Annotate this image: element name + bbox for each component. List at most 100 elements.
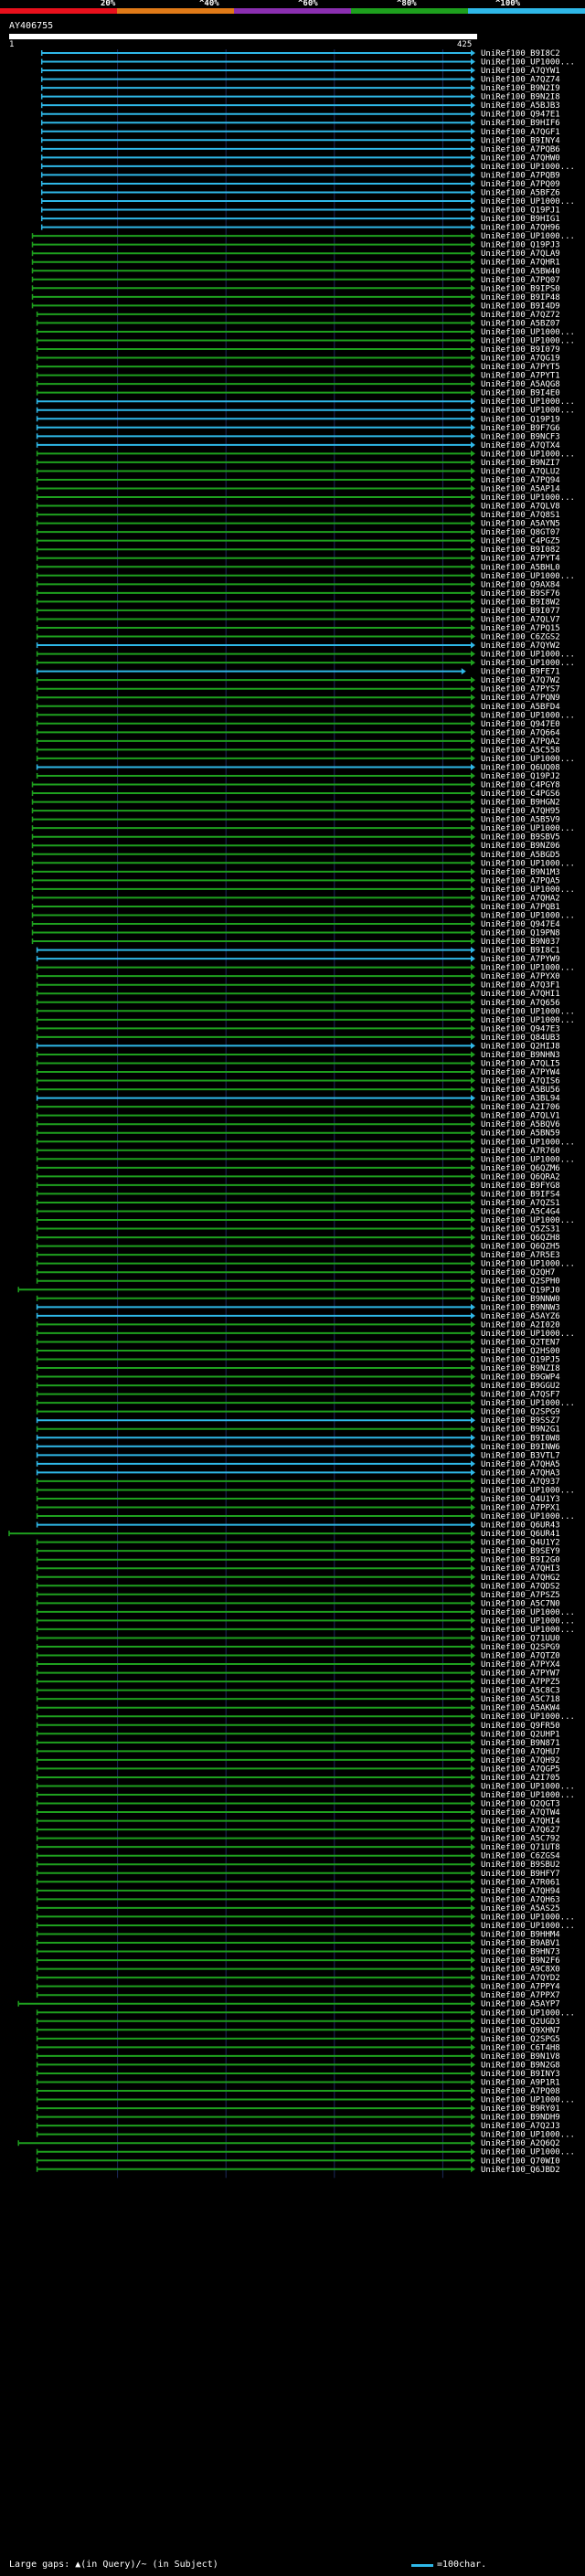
hit-label[interactable]: UniRef100_C6T4H8 <box>481 2043 560 2052</box>
hit-label[interactable]: UniRef100_UP1000... <box>481 1922 575 1931</box>
hit-label[interactable]: UniRef100_A7QHG2 <box>481 1574 560 1583</box>
hit-label[interactable]: UniRef100_UP1000... <box>481 398 575 407</box>
hit-label[interactable]: UniRef100_A5AYZ6 <box>481 1312 560 1321</box>
hit-label[interactable]: UniRef100_B9I8W2 <box>481 598 560 607</box>
hit-label[interactable]: UniRef100_A7PQB9 <box>481 171 560 180</box>
hit-label[interactable]: UniRef100_A7QHW0 <box>481 154 560 163</box>
hit-label[interactable]: UniRef100_A7PSZ5 <box>481 1591 560 1600</box>
hit-label[interactable]: UniRef100_Q19PJ0 <box>481 1286 560 1295</box>
hit-label[interactable]: UniRef100_UP1000... <box>481 2148 575 2157</box>
hit-label[interactable]: UniRef100_A5C7N0 <box>481 1599 560 1608</box>
hit-label[interactable]: UniRef100_A5BZ07 <box>481 319 560 328</box>
hit-label[interactable]: UniRef100_A7PYX4 <box>481 1660 560 1670</box>
hit-label[interactable]: UniRef100_A7Q664 <box>481 728 560 737</box>
hit-label[interactable]: UniRef100_Q2SPG5 <box>481 2035 560 2044</box>
hit-label[interactable]: UniRef100_A7QSF7 <box>481 1391 560 1400</box>
hit-label[interactable]: UniRef100_UP1000... <box>481 572 575 581</box>
hit-label[interactable]: UniRef100_A7QTX4 <box>481 441 560 451</box>
hit-label[interactable]: UniRef100_A2I020 <box>481 1320 560 1330</box>
hit-label[interactable]: UniRef100_B9N871 <box>481 1739 560 1748</box>
hit-label[interactable]: UniRef100_A7QH95 <box>481 807 560 816</box>
hit-label[interactable]: UniRef100_Q19P19 <box>481 415 560 424</box>
hit-label[interactable]: UniRef100_UP1000... <box>481 1486 575 1495</box>
hit-label[interactable]: UniRef100_A7QG19 <box>481 355 560 364</box>
hit-label[interactable]: UniRef100_A7PQA2 <box>481 737 560 747</box>
hit-label[interactable]: UniRef100_B9HIG1 <box>481 215 560 224</box>
hit-label[interactable]: UniRef100_A7QHI1 <box>481 990 560 999</box>
hit-label[interactable]: UniRef100_UP1000... <box>481 1782 575 1791</box>
hit-label[interactable]: UniRef100_B9N1V8 <box>481 2052 560 2062</box>
hit-label[interactable]: UniRef100_UP1000... <box>481 911 575 920</box>
hit-label[interactable]: UniRef100_UP1000... <box>481 1626 575 1635</box>
hit-label[interactable]: UniRef100_B9NNW0 <box>481 1295 560 1304</box>
hit-label[interactable]: UniRef100_Q8GT07 <box>481 528 560 537</box>
hit-label[interactable]: UniRef100_A5BN59 <box>481 1129 560 1139</box>
hit-label[interactable]: UniRef100_A5C558 <box>481 746 560 755</box>
hit-label[interactable]: UniRef100_B9NZI7 <box>481 459 560 468</box>
hit-label[interactable]: UniRef100_A5BHL0 <box>481 563 560 572</box>
hit-label[interactable]: UniRef100_B9I8C1 <box>481 947 560 956</box>
hit-label[interactable]: UniRef100_B9I4E0 <box>481 389 560 398</box>
hit-label[interactable]: UniRef100_B9SF76 <box>481 589 560 599</box>
hit-label[interactable]: UniRef100_B9NNW3 <box>481 1303 560 1312</box>
hit-label[interactable]: UniRef100_A2I705 <box>481 1774 560 1783</box>
hit-label[interactable]: UniRef100_UP1000... <box>481 1216 575 1225</box>
hit-label[interactable]: UniRef100_UP1000... <box>481 1512 575 1521</box>
hit-label[interactable]: UniRef100_B9INW6 <box>481 1443 560 1452</box>
hit-label[interactable]: UniRef100_B9I077 <box>481 607 560 616</box>
hit-label[interactable]: UniRef100_A7QYW2 <box>481 641 560 651</box>
hit-label[interactable]: UniRef100_C4PGY8 <box>481 781 560 790</box>
hit-label[interactable]: UniRef100_UP1000... <box>481 1608 575 1617</box>
hit-label[interactable]: UniRef100_UP1000... <box>481 659 575 668</box>
hit-label[interactable]: UniRef100_B9INY4 <box>481 136 560 145</box>
hit-label[interactable]: UniRef100_B9I4D9 <box>481 302 560 311</box>
hit-label[interactable]: UniRef100_A7PQ08 <box>481 2087 560 2096</box>
hit-label[interactable]: UniRef100_A7PPX7 <box>481 1991 560 2000</box>
hit-label[interactable]: UniRef100_Q2TEN7 <box>481 1338 560 1347</box>
hit-label[interactable]: UniRef100_Q947E4 <box>481 920 560 929</box>
hit-label[interactable]: UniRef100_A7PQA5 <box>481 876 560 885</box>
hit-label[interactable]: UniRef100_B9I079 <box>481 345 560 355</box>
hit-label[interactable]: UniRef100_Q19PJ1 <box>481 207 560 216</box>
hit-label[interactable]: UniRef100_Q19PJ5 <box>481 1356 560 1365</box>
hit-label[interactable]: UniRef100_A5C4G4 <box>481 1207 560 1216</box>
hit-label[interactable]: UniRef100_A7QZ72 <box>481 311 560 320</box>
hit-label[interactable]: UniRef100_A7PQ09 <box>481 180 560 189</box>
hit-label[interactable]: UniRef100_UP1000... <box>481 450 575 459</box>
hit-label[interactable]: UniRef100_UP1000... <box>481 859 575 868</box>
hit-label[interactable]: UniRef100_A9C8X0 <box>481 1966 560 1975</box>
hit-label[interactable]: UniRef100_A5C8C3 <box>481 1687 560 1696</box>
hit-label[interactable]: UniRef100_A7QDS2 <box>481 1582 560 1591</box>
hit-label[interactable]: UniRef100_B9ABV1 <box>481 1939 560 1948</box>
hit-label[interactable]: UniRef100_Q2SPG9 <box>481 1643 560 1652</box>
hit-label[interactable]: UniRef100_UP1000... <box>481 2131 575 2140</box>
hit-label[interactable]: UniRef100_A7QHA5 <box>481 1460 560 1469</box>
hit-label[interactable]: UniRef100_B9N1M3 <box>481 868 560 877</box>
hit-label[interactable]: UniRef100_A7Q656 <box>481 999 560 1008</box>
hit-label[interactable]: UniRef100_A5BGD5 <box>481 851 560 860</box>
hit-label[interactable]: UniRef100_UP1000... <box>481 1138 575 1147</box>
hit-label[interactable]: UniRef100_Q6QZH5 <box>481 1243 560 1252</box>
hit-label[interactable]: UniRef100_A7PPY4 <box>481 1983 560 1992</box>
hit-label[interactable]: UniRef100_B9FE71 <box>481 668 560 677</box>
hit-label[interactable]: UniRef100_UP1000... <box>481 1330 575 1339</box>
hit-label[interactable]: UniRef100_A5AS25 <box>481 1904 560 1913</box>
hit-label[interactable]: UniRef100_A5BU56 <box>481 1086 560 1095</box>
hit-label[interactable]: UniRef100_B9GGU2 <box>481 1382 560 1391</box>
hit-label[interactable]: UniRef100_B9I2G0 <box>481 1556 560 1565</box>
hit-label[interactable]: UniRef100_A7PPX1 <box>481 1504 560 1513</box>
hit-label[interactable]: UniRef100_B9RY01 <box>481 2104 560 2114</box>
hit-label[interactable]: UniRef100_A5AYN5 <box>481 520 560 529</box>
hit-label[interactable]: UniRef100_A9P1R1 <box>481 2078 560 2087</box>
hit-label[interactable]: UniRef100_A7QHI3 <box>481 1564 560 1574</box>
hit-label[interactable]: UniRef100_B9HGN2 <box>481 799 560 808</box>
hit-label[interactable]: UniRef100_B9N2I8 <box>481 93 560 102</box>
hit-label[interactable]: UniRef100_Q71UT8 <box>481 1843 560 1852</box>
hit-label[interactable]: UniRef100_A7PYX0 <box>481 972 560 981</box>
hit-label[interactable]: UniRef100_A7PQ15 <box>481 624 560 633</box>
hit-label[interactable]: UniRef100_C4PGZ5 <box>481 537 560 546</box>
hit-label[interactable]: UniRef100_A5BJB3 <box>481 101 560 111</box>
hit-label[interactable]: UniRef100_A2Q6Q2 <box>481 2139 560 2148</box>
hit-label[interactable]: UniRef100_Q5ZS31 <box>481 1225 560 1235</box>
hit-label[interactable]: UniRef100_UP1000... <box>481 328 575 337</box>
